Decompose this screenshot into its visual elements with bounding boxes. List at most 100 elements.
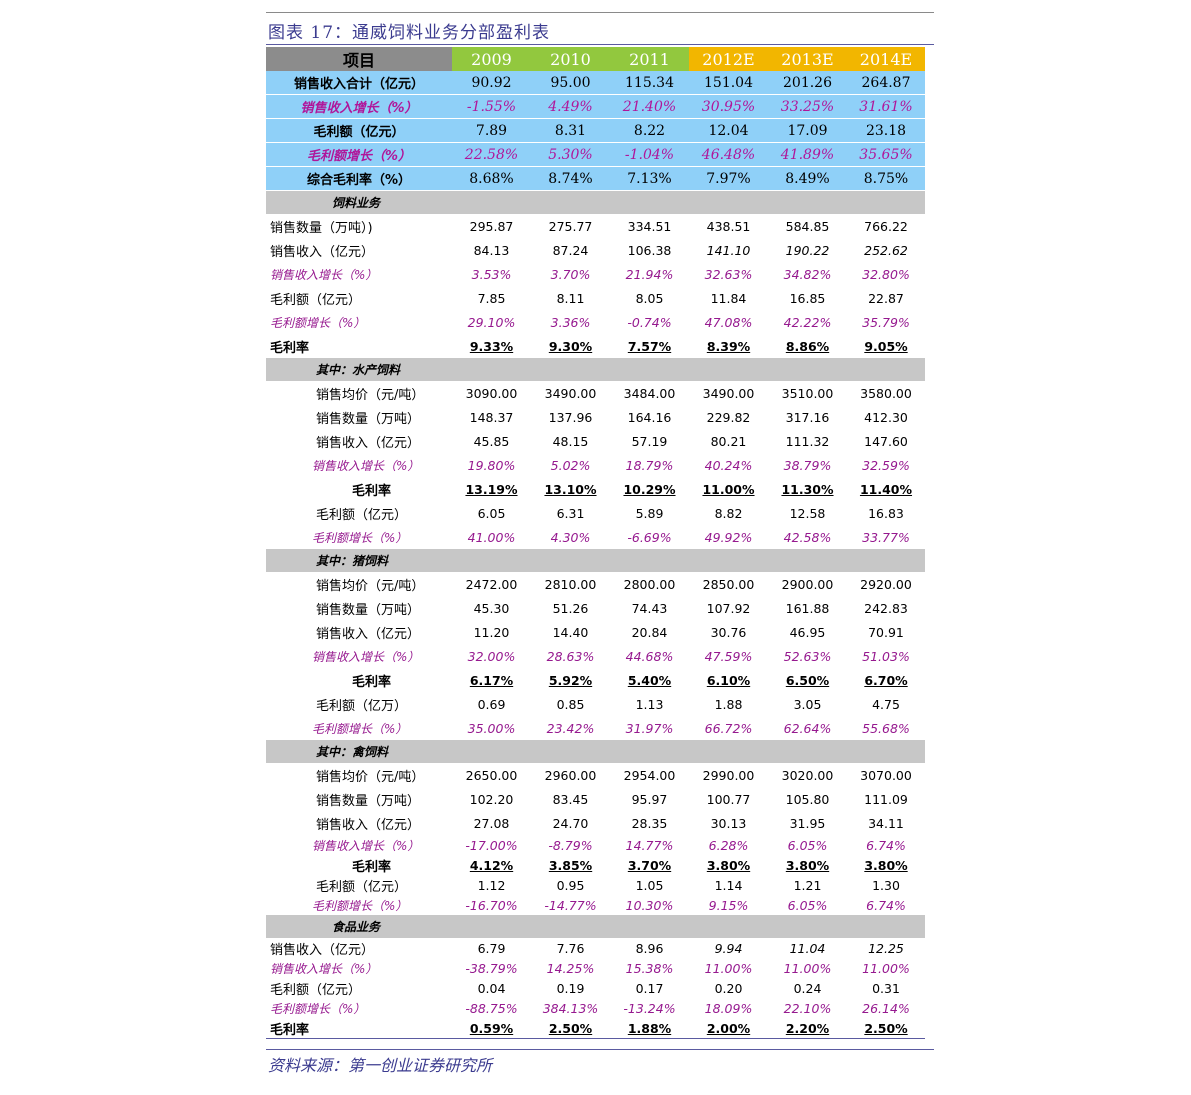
value-cell: 18.79% [625, 457, 674, 473]
value-cell: 151.04 [689, 71, 768, 95]
row-label: 销售数量（万吨） [316, 602, 421, 618]
value-cell: 46.48% [689, 142, 768, 167]
value-cell: 334.51 [627, 218, 672, 234]
table-row: 销售均价（元/吨） 2472.00 2810.00 2800.00 2850.00 290… [266, 572, 925, 596]
value-cell: 33.77% [862, 529, 910, 545]
value-cell: 55.68% [862, 720, 910, 736]
value-cell: 34.11 [868, 815, 904, 831]
row-label: 销售收入增长（%） [312, 838, 420, 853]
row-label: 毛利额增长（%） [270, 1001, 366, 1016]
table-row: 毛利额（亿元） 7.85 8.11 8.05 11.84 16.85 22.87 [266, 286, 925, 310]
section-label: 饲料业务 [266, 190, 925, 214]
summary-row: 综合毛利率（%） 8.68% 8.74% 7.13% 7.97% 8.49% 8.75% [266, 166, 925, 191]
value-cell: 70.91 [868, 624, 904, 640]
table-row: 毛利额（亿元） 1.12 0.95 1.05 1.14 1.21 1.30 [266, 875, 925, 895]
value-cell: 3490.00 [702, 385, 755, 401]
value-cell: 6.31 [556, 505, 585, 521]
value-cell: 48.15 [552, 433, 589, 449]
value-cell: 1.12 [477, 877, 506, 893]
table-row: 销售数量（万吨） 45.30 51.26 74.43 107.92 161.88 242.8… [266, 596, 925, 620]
value-cell: 87.24 [552, 242, 589, 258]
value-cell: 7.89 [452, 118, 531, 143]
value-cell: 0.24 [793, 980, 822, 996]
table-row: 销售收入（亿元） 45.85 48.15 57.19 80.21 111.32 147.60 [266, 429, 925, 453]
row-label: 销售收入增长（%） [312, 649, 420, 664]
value-cell: 10.30% [625, 897, 674, 913]
value-cell: 6.79 [477, 940, 506, 956]
value-cell: 11.20 [473, 624, 510, 640]
value-cell: 3510.00 [781, 385, 834, 401]
row-label: 毛利额（亿元） [270, 292, 362, 308]
title-rule [266, 44, 934, 45]
value-cell: 41.00% [467, 529, 516, 545]
row-label: 销售收入合计（亿元） [266, 71, 452, 95]
value-cell: 24.70 [552, 815, 589, 831]
value-cell: 47.08% [704, 314, 753, 330]
year-header: 2013E [768, 47, 847, 71]
value-cell: 6.70% [864, 672, 908, 688]
value-cell: 14.25% [546, 960, 595, 976]
value-cell: 1.21 [793, 877, 822, 893]
year-header: 2011 [610, 47, 689, 71]
value-cell: 8.49% [768, 166, 847, 191]
value-cell: 7.85 [477, 290, 506, 306]
value-cell: 147.60 [864, 433, 908, 449]
summary-row: 销售收入合计（亿元） 90.92 95.00 115.34 151.04 201.26 26… [266, 71, 925, 95]
value-cell: 137.96 [548, 409, 593, 425]
profit-table: 项目 2009 2010 2011 2012E 2013E 2014E 销售收入合计（亿元） 9… [266, 47, 925, 1039]
header-label: 项目 [266, 47, 452, 71]
value-cell: -17.00% [465, 837, 518, 853]
value-cell: 0.04 [477, 980, 506, 996]
value-cell: 229.82 [706, 409, 751, 425]
table-row: 销售均价（元/吨） 3090.00 3490.00 3484.00 3490.00 351… [266, 381, 925, 405]
row-label: 毛利额增长（%） [312, 530, 408, 545]
table-row: 销售收入增长（%） 3.53% 3.70% 21.94% 32.63% 34.82% 32.… [266, 262, 925, 286]
value-cell: 438.51 [706, 218, 751, 234]
value-cell: 4.30% [550, 529, 591, 545]
year-header: 2010 [531, 47, 610, 71]
table-row: 销售数量（万吨）) 295.87 275.77 334.51 438.51 584.85 7… [266, 214, 925, 238]
value-cell: 49.92% [704, 529, 753, 545]
table-row: 毛利率 0.59% 2.50% 1.88% 2.00% 2.20% 2.50% [266, 1018, 925, 1039]
value-cell: 8.11 [556, 290, 585, 306]
value-cell: 111.32 [785, 433, 830, 449]
value-cell: -8.79% [548, 837, 593, 853]
value-cell: 2900.00 [781, 576, 834, 592]
value-cell: 6.74% [866, 897, 906, 913]
row-label: 销售收入（亿元） [270, 244, 375, 260]
table-row: 销售数量（万吨） 148.37 137.96 164.16 229.82 317.16 41… [266, 405, 925, 429]
value-cell: 35.79% [862, 314, 910, 330]
value-cell: 30.95% [689, 94, 768, 119]
value-cell: 7.13% [610, 166, 689, 191]
value-cell: 5.89 [635, 505, 664, 521]
value-cell: 8.75% [847, 166, 925, 191]
value-cell: 16.85 [789, 290, 826, 306]
value-cell: 2990.00 [702, 767, 755, 783]
value-cell: 5.92% [548, 672, 593, 688]
section-label: 其中：禽饲料 [266, 740, 925, 763]
value-cell: 90.92 [452, 71, 531, 95]
section-header: 食品业务 [266, 915, 925, 938]
value-cell: 40.24% [704, 457, 753, 473]
value-cell: 14.40 [552, 624, 589, 640]
value-cell: 11.00% [862, 960, 910, 976]
value-cell: -6.69% [627, 529, 672, 545]
value-cell: 5.40% [627, 672, 672, 688]
value-cell: 317.16 [785, 409, 830, 425]
row-label: 销售收入增长（%） [312, 458, 420, 473]
value-cell: 42.22% [783, 314, 832, 330]
value-cell: 2472.00 [465, 576, 518, 592]
row-label: 销售收入增长（%） [266, 94, 452, 119]
value-cell: 164.16 [627, 409, 672, 425]
value-cell: 8.74% [531, 166, 610, 191]
value-cell: 9.05% [864, 338, 908, 354]
value-cell: 0.59% [452, 1018, 531, 1039]
value-cell: 35.65% [847, 142, 925, 167]
value-cell: 0.17 [635, 980, 664, 996]
value-cell: 19.80% [467, 457, 516, 473]
value-cell: 95.97 [631, 791, 668, 807]
value-cell: 6.05 [477, 505, 506, 521]
value-cell: 10.29% [623, 481, 676, 497]
value-cell: 31.95 [789, 815, 826, 831]
value-cell: 3.53% [471, 266, 512, 282]
